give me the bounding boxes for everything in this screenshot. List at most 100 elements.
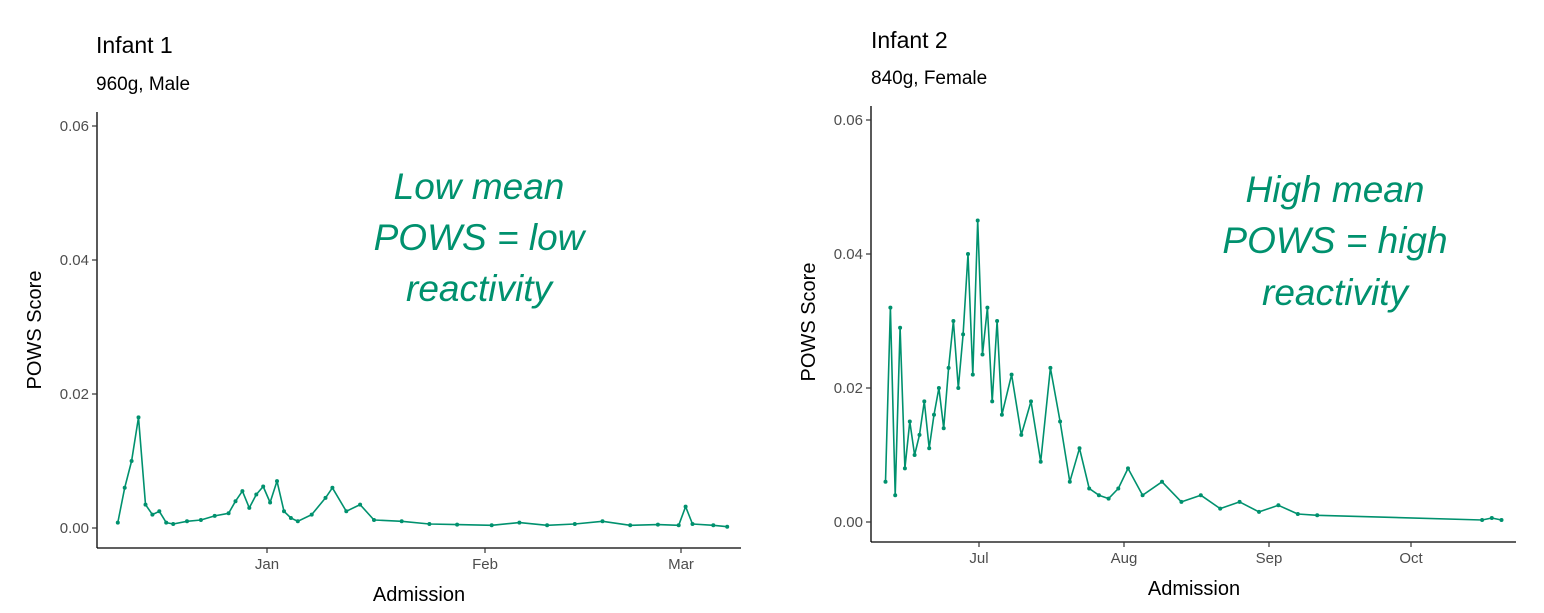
chart-1-data-point bbox=[198, 518, 203, 522]
chart-1-data-point bbox=[115, 520, 120, 525]
chart-1-y-tick-label: 0.04 bbox=[60, 252, 89, 269]
chart-2-annotation-line-2: POWS = high bbox=[1222, 220, 1447, 261]
chart-2-data-point bbox=[1048, 365, 1053, 370]
chart-1-data-point bbox=[226, 511, 231, 516]
chart-2-x-tick-label: Oct bbox=[1399, 550, 1423, 567]
chart-1-data-point bbox=[358, 502, 363, 507]
chart-2-data-point bbox=[912, 453, 917, 457]
chart-2-x-tick-label: Jul bbox=[969, 550, 988, 567]
chart-1-data-point bbox=[711, 523, 716, 528]
chart-2: Infant 2 840g, Female 0.00 0.02 0.04 0.06 J… bbox=[798, 27, 1516, 600]
chart-1-subtitle: 960g, Male bbox=[96, 74, 190, 95]
chart-1-data-point bbox=[288, 516, 293, 520]
chart-1: Infant 1 960g, Male 0.00 0.02 0.04 0.06 Jan… bbox=[24, 32, 741, 606]
chart-2-data-point bbox=[927, 446, 932, 451]
chart-2-data-point bbox=[1096, 493, 1101, 498]
chart-1-data-point bbox=[545, 523, 550, 528]
chart-1-data-point bbox=[600, 519, 605, 524]
chart-2-data-point bbox=[1029, 399, 1033, 404]
chart-2-data-point bbox=[922, 399, 927, 404]
chart-2-data-point bbox=[975, 218, 980, 223]
chart-1-data-point bbox=[185, 519, 189, 524]
chart-2-data-point bbox=[1179, 499, 1184, 504]
chart-2-data-point bbox=[893, 493, 898, 498]
chart-2-data-point bbox=[941, 426, 946, 431]
chart-1-data-point bbox=[628, 523, 633, 528]
chart-1-title: Infant 1 bbox=[96, 32, 173, 58]
chart-1-y-tick-label: 0.02 bbox=[60, 386, 89, 403]
chart-1-data-point bbox=[164, 520, 169, 525]
chart-2-data-point bbox=[1499, 518, 1504, 522]
chart-1-x-tick-label: Feb bbox=[472, 556, 498, 573]
chart-2-data-point bbox=[1480, 518, 1485, 522]
chart-2-data-point bbox=[1038, 459, 1043, 464]
chart-1-data-point bbox=[725, 524, 730, 529]
chart-1-data-point bbox=[136, 415, 141, 420]
chart-2-data-point bbox=[1106, 496, 1111, 501]
chart-2-y-axis-label: POWS Score bbox=[798, 263, 820, 382]
chart-2-data-point bbox=[1009, 372, 1014, 377]
chart-2-data-point bbox=[1276, 503, 1281, 508]
chart-2-data-point bbox=[970, 372, 975, 377]
chart-1-data-point bbox=[261, 484, 266, 489]
chart-1-data-point bbox=[295, 519, 300, 524]
chart-2-data-point bbox=[1077, 446, 1082, 451]
chart-2-data-point bbox=[1198, 493, 1203, 498]
chart-1-data-point bbox=[572, 522, 577, 526]
chart-2-data-point bbox=[1019, 432, 1024, 437]
chart-1-data-point bbox=[517, 520, 522, 525]
chart-1-data-point bbox=[129, 459, 134, 463]
chart-2-data-point bbox=[1058, 419, 1063, 424]
chart-1-x-tick-label: Mar bbox=[668, 556, 694, 573]
chart-2-data-point bbox=[961, 332, 966, 337]
chart-2-data-point bbox=[956, 386, 961, 390]
chart-2-data-point bbox=[1218, 506, 1223, 511]
chart-2-data-point bbox=[888, 305, 893, 310]
chart-1-data-point bbox=[399, 519, 404, 524]
chart-2-title: Infant 2 bbox=[871, 27, 948, 53]
chart-1-data-point bbox=[143, 502, 148, 507]
chart-1-data-point bbox=[171, 522, 176, 526]
chart-1-data-point bbox=[282, 509, 286, 514]
chart-1-y-axis-label: POWS Score bbox=[24, 271, 46, 390]
chart-2-data-point bbox=[1489, 516, 1494, 520]
chart-2-data-point bbox=[936, 386, 941, 390]
chart-1-annotation-line-1: Low mean bbox=[394, 166, 565, 207]
chart-2-data-point bbox=[1237, 499, 1242, 504]
chart-1-data-point bbox=[275, 479, 279, 484]
chart-2-data-point bbox=[999, 412, 1004, 417]
chart-1-data-point bbox=[683, 504, 688, 509]
chart-1-y-tick-label: 0.00 bbox=[60, 520, 89, 537]
chart-1-series-line bbox=[117, 416, 728, 528]
chart-1-data-point bbox=[690, 522, 695, 526]
chart-1-data-point bbox=[655, 522, 660, 527]
chart-2-data-point bbox=[883, 479, 888, 484]
chart-2-y-tick-label: 0.06 bbox=[834, 112, 863, 129]
chart-2-x-axis-label: Admission bbox=[1148, 578, 1240, 600]
chart-2-data-point bbox=[1140, 493, 1145, 498]
chart-2-annotation-line-3: reactivity bbox=[1262, 272, 1410, 313]
chart-1-data-point bbox=[212, 513, 217, 518]
chart-1-data-point bbox=[323, 495, 328, 500]
chart-2-data-point bbox=[1126, 466, 1130, 471]
chart-1-data-point bbox=[427, 522, 432, 526]
chart-1-data-point bbox=[150, 512, 155, 517]
chart-1-y-tick-label: 0.06 bbox=[60, 118, 89, 135]
chart-1-data-point bbox=[372, 518, 376, 522]
chart-1-data-point bbox=[455, 522, 460, 527]
chart-2-data-point bbox=[902, 466, 907, 471]
chart-1-data-point bbox=[268, 500, 273, 505]
chart-2-subtitle: 840g, Female bbox=[871, 68, 987, 89]
chart-2-data-point bbox=[985, 305, 990, 310]
chart-1-x-axis-label: Admission bbox=[373, 584, 465, 606]
chart-1-data-point bbox=[254, 492, 259, 497]
chart-1-data-point bbox=[676, 523, 681, 528]
chart-1-data-point bbox=[157, 509, 162, 514]
chart-2-series-line bbox=[884, 219, 1502, 521]
chart-1-data-point bbox=[122, 485, 127, 490]
chart-2-data-point bbox=[1257, 509, 1261, 514]
chart-2-data-point bbox=[1315, 513, 1320, 518]
chart-1-data-point bbox=[240, 489, 245, 494]
chart-1-data-point bbox=[247, 505, 252, 510]
